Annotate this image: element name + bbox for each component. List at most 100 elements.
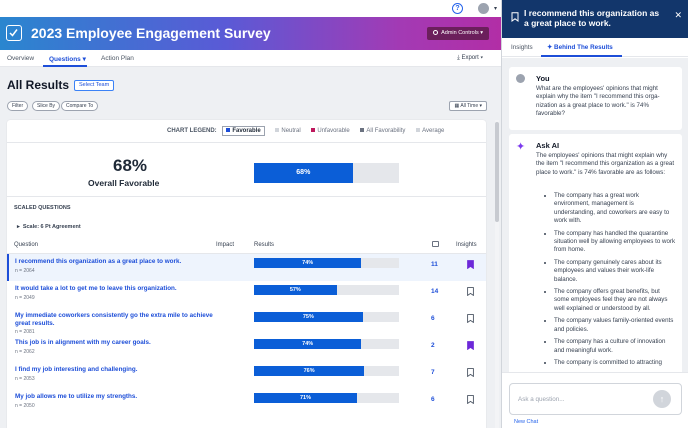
nav-tabs: Overview Questions ▾ Action Plan ⤓ Expor… <box>0 50 501 67</box>
chat-input-area: ↑ New Chat <box>502 372 688 428</box>
close-icon[interactable]: ✕ <box>674 10 682 20</box>
comment-count[interactable]: 6 <box>431 315 435 322</box>
tab-overview[interactable]: Overview <box>7 55 35 62</box>
response-count: n = 2053 <box>15 376 35 382</box>
bookmark-icon[interactable] <box>467 260 474 269</box>
result-bar: 71% <box>254 393 399 403</box>
overall-label: Overall Favorable <box>88 178 160 188</box>
ask-question-input[interactable] <box>509 383 682 415</box>
tab-behind-the-results[interactable]: ✦ Behind The Results <box>547 44 613 51</box>
slice-by-button[interactable]: Slice By <box>32 101 61 111</box>
table-row[interactable]: My job allows me to utilize my strengths… <box>7 389 486 416</box>
filter-button[interactable]: Filter <box>7 101 29 111</box>
ai-point: The company values family-oriented event… <box>554 317 676 334</box>
legend-unfavorable[interactable]: Unfavorable <box>311 128 350 134</box>
bookmark-icon[interactable] <box>467 395 474 404</box>
send-button[interactable]: ↑ <box>653 390 671 408</box>
avatar[interactable] <box>478 3 489 14</box>
question-text[interactable]: This job is in alignment with my career … <box>15 339 151 346</box>
select-team-button[interactable]: Select Team <box>74 80 115 91</box>
legend-all-favorability[interactable]: All Favorability <box>360 128 405 134</box>
active-tab-indicator <box>541 55 622 57</box>
tab-insights[interactable]: Insights <box>511 44 533 51</box>
ai-point: The company genuinely cares about its em… <box>554 259 676 284</box>
result-bar-fill: 76% <box>254 366 365 376</box>
table-row[interactable]: It would take a lot to get me to leave t… <box>7 281 486 308</box>
scrollbar-track[interactable] <box>495 120 499 428</box>
swatch-icon <box>226 128 231 132</box>
chevron-down-icon[interactable]: ▾ <box>493 6 497 12</box>
tab-action-plan[interactable]: Action Plan <box>101 55 134 62</box>
bookmark-icon[interactable] <box>467 368 474 377</box>
compare-to-button[interactable]: Compare To <box>61 101 99 111</box>
table-row[interactable]: I recommend this organization as a great… <box>7 254 486 281</box>
message-author: You <box>536 74 550 83</box>
question-text[interactable]: It would take a lot to get me to leave t… <box>15 285 177 292</box>
header-insights: Insights <box>456 242 477 248</box>
ai-point: The company has a culture of innovation … <box>554 338 676 355</box>
result-bar: 74% <box>254 258 399 268</box>
scale-toggle[interactable]: ▸ Scale: 6 Pt Agreement <box>17 224 81 230</box>
divider <box>7 142 486 143</box>
legend-neutral[interactable]: Neutral <box>275 128 301 134</box>
sparkle-icon: ✦ <box>547 44 553 51</box>
tab-behind-the-results-label: Behind The Results <box>554 44 613 51</box>
survey-banner: 2023 Employee Engagement Survey Admin Co… <box>0 17 501 50</box>
question-text[interactable]: I recommend this organization as a great… <box>15 258 182 265</box>
page-title: 2023 Employee Engagement Survey <box>31 25 271 41</box>
header-results[interactable]: Results <box>254 242 275 248</box>
legend-favorable[interactable]: Favorable <box>222 126 265 136</box>
table-row[interactable]: I find my job interesting and challengin… <box>7 362 486 389</box>
tab-questions[interactable]: Questions ▾ <box>49 56 86 63</box>
bookmark-icon[interactable] <box>467 287 474 296</box>
section-title: SCALED QUESTIONS <box>14 205 71 211</box>
swatch-icon <box>416 128 421 132</box>
comment-count[interactable]: 6 <box>431 396 435 403</box>
comment-count[interactable]: 11 <box>431 261 438 268</box>
message-text: The employees' opinions that might expla… <box>536 152 675 176</box>
question-text[interactable]: My immediate coworkers consistently go t… <box>15 312 213 327</box>
chart-legend: CHART LEGEND: Favorable Neutral Unfavora… <box>167 126 453 137</box>
bookmark-icon[interactable] <box>511 12 519 22</box>
row-selected-indicator <box>7 254 9 281</box>
export-button[interactable]: ⤓ Export ▾ <box>457 55 483 61</box>
question-text[interactable]: My job allows me to utilize my strengths… <box>15 393 138 400</box>
active-tab-indicator <box>43 65 87 67</box>
all-time-dropdown[interactable]: ▦ All Time ▾ <box>449 101 487 111</box>
admin-controls-label: Admin Controls <box>441 30 479 36</box>
ai-point: The company offers great benefits, but s… <box>554 288 676 313</box>
ai-point: The company is committed to attracting <box>554 359 676 367</box>
response-count: n = 2081 <box>15 329 35 335</box>
admin-controls-button[interactable]: Admin Controls ▾ <box>427 27 489 40</box>
overall-bar: 68% <box>254 163 399 183</box>
bookmark-icon[interactable] <box>467 341 474 350</box>
result-bar: 75% <box>254 312 399 322</box>
comment-count[interactable]: 14 <box>431 288 439 295</box>
new-chat-link[interactable]: New Chat <box>514 419 539 425</box>
ai-point: The company has handled the quarantine s… <box>554 230 676 255</box>
header-impact[interactable]: Impact <box>216 242 235 248</box>
comment-count[interactable]: 2 <box>431 342 435 349</box>
legend-average[interactable]: Average <box>416 128 444 134</box>
table-row[interactable]: My immediate coworkers consistently go t… <box>7 308 486 335</box>
bookmark-icon[interactable] <box>467 314 474 323</box>
legend-neutral-label: Neutral <box>281 128 301 134</box>
table-row[interactable]: This job is in alignment with my career … <box>7 335 486 362</box>
message-text: What are the employees' opinions that mi… <box>536 85 660 118</box>
survey-logo-icon <box>6 25 22 41</box>
all-time-label: All Time <box>460 103 479 109</box>
result-bar: 74% <box>254 339 399 349</box>
divider <box>7 196 486 197</box>
legend-favorable-label: Favorable <box>232 128 261 134</box>
comment-count[interactable]: 7 <box>431 369 435 376</box>
divider <box>7 253 486 254</box>
question-text[interactable]: I find my job interesting and challengin… <box>15 366 138 373</box>
legend-label: CHART LEGEND: <box>167 128 217 134</box>
results-card: CHART LEGEND: Favorable Neutral Unfavora… <box>7 120 486 428</box>
scrollbar-thumb[interactable] <box>495 122 499 222</box>
header-question[interactable]: Question <box>14 242 39 248</box>
response-count: n = 2064 <box>15 268 35 274</box>
help-icon[interactable]: ? <box>452 3 463 14</box>
result-bar-fill: 57% <box>254 285 337 295</box>
user-message: You What are the employees' opinions tha… <box>509 67 682 130</box>
